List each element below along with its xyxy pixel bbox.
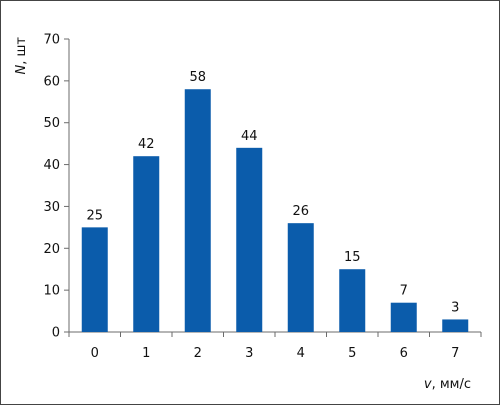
x-tick-label: 2: [194, 346, 202, 361]
bar: [390, 302, 417, 332]
x-axis-title-symbol: v: [424, 377, 432, 392]
x-tick-label: 4: [297, 346, 305, 361]
bar-value-label: 25: [86, 208, 103, 223]
bar: [184, 89, 211, 332]
y-tick-label: 30: [43, 200, 60, 215]
y-axis-title-symbol: N: [14, 64, 29, 74]
bar-value-label: 26: [292, 204, 309, 219]
x-axis-title-unit: , мм/с: [432, 377, 471, 392]
bar: [442, 319, 469, 332]
x-axis-title: v, мм/с: [424, 377, 471, 392]
y-tick-label: 50: [43, 116, 60, 131]
data-labels: 25 42 58 44 26 15 7 3: [86, 70, 459, 315]
y-tick-label: 20: [43, 242, 60, 257]
bar-value-label: 7: [400, 284, 408, 299]
y-tick-label: 70: [43, 33, 60, 48]
bar: [339, 269, 366, 332]
y-tick-label: 60: [43, 74, 60, 89]
x-tick-label: 6: [400, 346, 408, 361]
bar-value-label: 3: [451, 300, 459, 315]
bar: [287, 223, 314, 332]
bar-value-label: 44: [241, 129, 258, 144]
bar-value-label: 42: [138, 137, 155, 152]
y-tick-label: 40: [43, 158, 60, 173]
bar: [133, 156, 160, 332]
x-tick-label: 0: [91, 346, 99, 361]
x-tick-label: 5: [348, 346, 356, 361]
x-tick-label: 3: [245, 346, 253, 361]
bar-series: [81, 89, 469, 332]
bar-value-label: 58: [189, 70, 206, 85]
bar: [81, 227, 108, 332]
y-axis: 0 10 20 30 40 50 60 70: [43, 33, 70, 341]
bar: [236, 147, 263, 332]
y-tick-label: 0: [52, 326, 60, 341]
x-tick-label: 1: [142, 346, 150, 361]
y-axis-title: N, шт: [14, 37, 29, 75]
y-tick-label: 10: [43, 284, 60, 299]
bar-value-label: 15: [344, 250, 361, 265]
x-tick-label: 7: [451, 346, 459, 361]
x-axis: 0 1 2 3 4 5 6 7: [68, 331, 482, 361]
y-axis-title-unit: , шт: [14, 37, 29, 65]
